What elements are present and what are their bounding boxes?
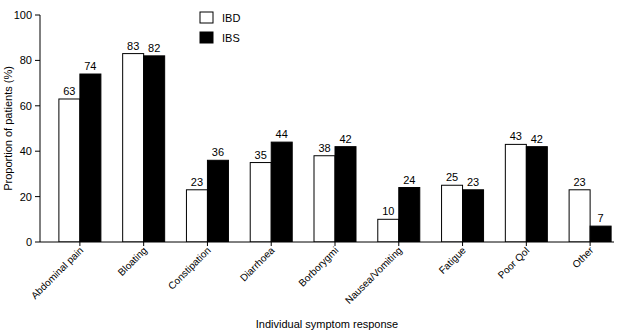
bar	[207, 160, 228, 242]
legend-label: IBD	[222, 12, 240, 24]
x-tick	[462, 242, 463, 246]
x-tick-label: Poor QoI	[496, 245, 532, 281]
legend-label: IBS	[222, 32, 240, 44]
x-tick	[398, 242, 399, 246]
data-label: 74	[84, 60, 96, 72]
y-tick	[35, 60, 40, 61]
bar	[144, 56, 165, 242]
legend-swatch	[200, 12, 213, 23]
x-tick	[271, 242, 272, 246]
y-axis-title: Proportion of patients (%)	[2, 66, 14, 191]
bar	[123, 54, 144, 242]
data-label: 63	[63, 85, 75, 97]
data-label: 10	[382, 205, 394, 217]
x-tick	[590, 242, 591, 246]
x-tick-label: Constipation	[166, 245, 213, 292]
bar	[314, 156, 335, 242]
data-label: 24	[403, 174, 415, 186]
y-tick	[35, 151, 40, 152]
y-tick-label: 100	[14, 9, 32, 21]
data-label: 42	[339, 133, 351, 145]
data-label: 38	[318, 142, 330, 154]
bar	[378, 219, 399, 242]
y-tick-label: 80	[20, 54, 32, 66]
bar	[186, 190, 207, 242]
x-tick	[79, 242, 80, 246]
y-axis	[40, 15, 41, 242]
x-axis	[40, 242, 614, 243]
y-tick	[35, 105, 40, 106]
data-label: 23	[467, 176, 479, 188]
legend: IBD IBS	[200, 12, 240, 44]
data-label: 35	[255, 149, 267, 161]
x-tick-label: Bloating	[116, 245, 149, 278]
data-labels: 63 83 23 35 38 10 25 43 23 74 82 36 44 42 24 23 42 7	[63, 40, 603, 225]
data-label: 23	[191, 176, 203, 188]
data-label: 23	[573, 176, 585, 188]
y-tick-label: 20	[20, 191, 32, 203]
x-tick-label: Other	[570, 244, 596, 270]
data-label: 43	[510, 130, 522, 142]
bar	[59, 99, 80, 242]
data-label: 44	[276, 128, 288, 140]
y-tick	[35, 242, 40, 243]
bar	[335, 147, 356, 242]
bar	[271, 142, 292, 242]
x-axis-title: Individual symptom response	[256, 318, 398, 330]
data-label: 25	[446, 171, 458, 183]
x-tick-label: Nausea/Vomiting	[343, 245, 404, 306]
x-tick	[526, 242, 527, 246]
bar	[505, 144, 526, 242]
x-tick-label: Borborygmi	[296, 245, 340, 289]
y-tick	[35, 15, 40, 16]
bar	[569, 190, 590, 242]
bar	[590, 226, 611, 242]
x-tick-label: Abdominal pain	[29, 245, 86, 302]
bar	[80, 74, 101, 242]
data-label: 82	[148, 42, 160, 54]
y-tick	[35, 196, 40, 197]
y-tick-label: 40	[20, 145, 32, 157]
x-tick	[143, 242, 144, 246]
bar	[442, 185, 463, 242]
bars	[59, 54, 611, 242]
data-label: 42	[531, 133, 543, 145]
x-tick	[335, 242, 336, 246]
data-label: 36	[212, 146, 224, 158]
x-tick-label: Diarrhoea	[238, 244, 277, 283]
bar	[399, 188, 420, 242]
y-tick-label: 0	[26, 236, 32, 248]
y-tick-label: 60	[20, 100, 32, 112]
bar	[463, 190, 484, 242]
bar	[526, 147, 547, 242]
legend-swatch	[200, 32, 213, 43]
data-label: 7	[598, 212, 604, 224]
data-label: 83	[127, 40, 139, 52]
bar	[250, 163, 271, 242]
chart: 0 20 40 60 80 100 63 83 23 35 38 10 25 43 23 74 82 36 44 42…	[0, 0, 618, 333]
x-tick-label: Fatigue	[437, 244, 469, 276]
x-tick	[207, 242, 208, 246]
